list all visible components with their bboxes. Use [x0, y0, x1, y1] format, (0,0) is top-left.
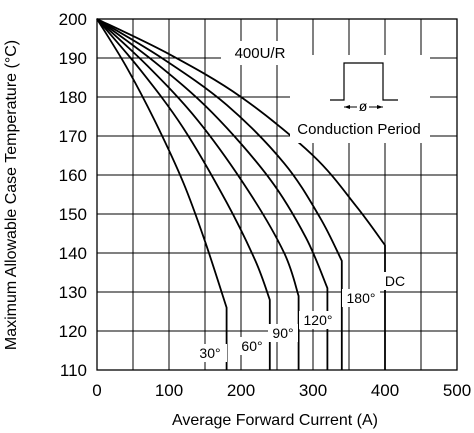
y-axis-title: Maximum Allowable Case Temperature (°C) [3, 40, 20, 350]
series-line-180 [96, 18, 343, 370]
y-tick-label: 160 [59, 166, 87, 185]
conduction-period-label: Conduction Period [297, 121, 420, 138]
y-tick-label: 130 [59, 283, 87, 302]
series-label-30: 30° [199, 345, 220, 361]
y-tick-label: 150 [59, 205, 87, 224]
x-tick-label: 400 [371, 381, 399, 400]
series-label-180: 180° [347, 290, 376, 306]
series-line-30 [96, 18, 228, 370]
series-labels: 30° 60° 90° 120° 180° DC [193, 272, 409, 362]
y-tick-label: 200 [59, 10, 87, 29]
series-line-120 [96, 18, 329, 370]
series-line-dc [96, 18, 386, 370]
device-label: 400U/R [235, 45, 286, 62]
tick-labels: 0 100 200 300 400 500 110 120 130 140 150 160 170 180… [59, 10, 472, 400]
y-tick-label: 120 [59, 322, 87, 341]
series-label-90: 90° [272, 325, 293, 341]
y-tick-label: 170 [59, 127, 87, 146]
y-tick-label: 180 [59, 88, 87, 107]
series-label-60: 60° [241, 338, 262, 354]
x-tick-label: 200 [227, 381, 255, 400]
series-label-120: 120° [304, 312, 333, 328]
series-line-90 [96, 18, 300, 370]
device-label-box: 400U/R [221, 41, 300, 65]
y-tick-label: 110 [60, 361, 87, 380]
device-label-bg [221, 41, 300, 65]
x-tick-label: 100 [155, 381, 183, 400]
y-tick-label: 190 [59, 49, 87, 68]
series-label-dc: DC [385, 273, 405, 289]
phi-label: ø [359, 98, 368, 114]
y-tick-label: 140 [59, 244, 87, 263]
x-axis-title: Average Forward Current (A) [172, 412, 378, 429]
curves [96, 18, 386, 370]
x-tick-label: 500 [443, 381, 471, 400]
x-tick-label: 0 [92, 381, 101, 400]
plot-frame [96, 18, 458, 371]
x-tick-label: 300 [299, 381, 327, 400]
conduction-period-icon: ø Conduction Period [290, 55, 430, 143]
series-line-60 [96, 18, 271, 370]
